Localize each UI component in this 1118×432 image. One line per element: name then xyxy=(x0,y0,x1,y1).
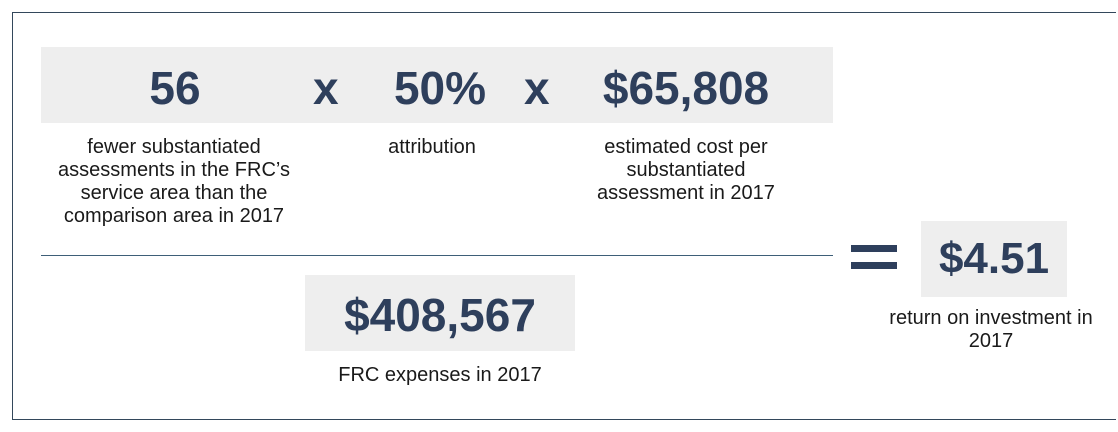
denominator-value: $408,567 xyxy=(344,289,536,341)
factor-fewer-assessments-value: 56 xyxy=(149,62,201,114)
factor-attribution-value: 50% xyxy=(393,62,487,114)
result-box xyxy=(921,221,1067,297)
numerator-band xyxy=(41,47,833,123)
multiply-operator-2: x xyxy=(524,62,550,114)
fraction-rule xyxy=(41,255,833,256)
equals-icon xyxy=(851,245,897,271)
diagram-frame xyxy=(12,12,1116,420)
factor-attribution-label: attribution xyxy=(388,136,476,158)
factor-fewer-assessments-label: fewer substantiated assessments in the F… xyxy=(58,136,290,227)
factor-cost-value: $65,808 xyxy=(602,62,770,114)
result-value: $4.51 xyxy=(938,234,1050,283)
multiply-operator-1: x xyxy=(313,62,339,114)
denominator-label: FRC expenses in 2017 xyxy=(338,364,542,386)
result-label: return on investment in 2017 xyxy=(889,307,1093,352)
denominator-box xyxy=(305,275,575,351)
factor-cost-label: estimated cost per substantiated assessm… xyxy=(597,136,775,204)
